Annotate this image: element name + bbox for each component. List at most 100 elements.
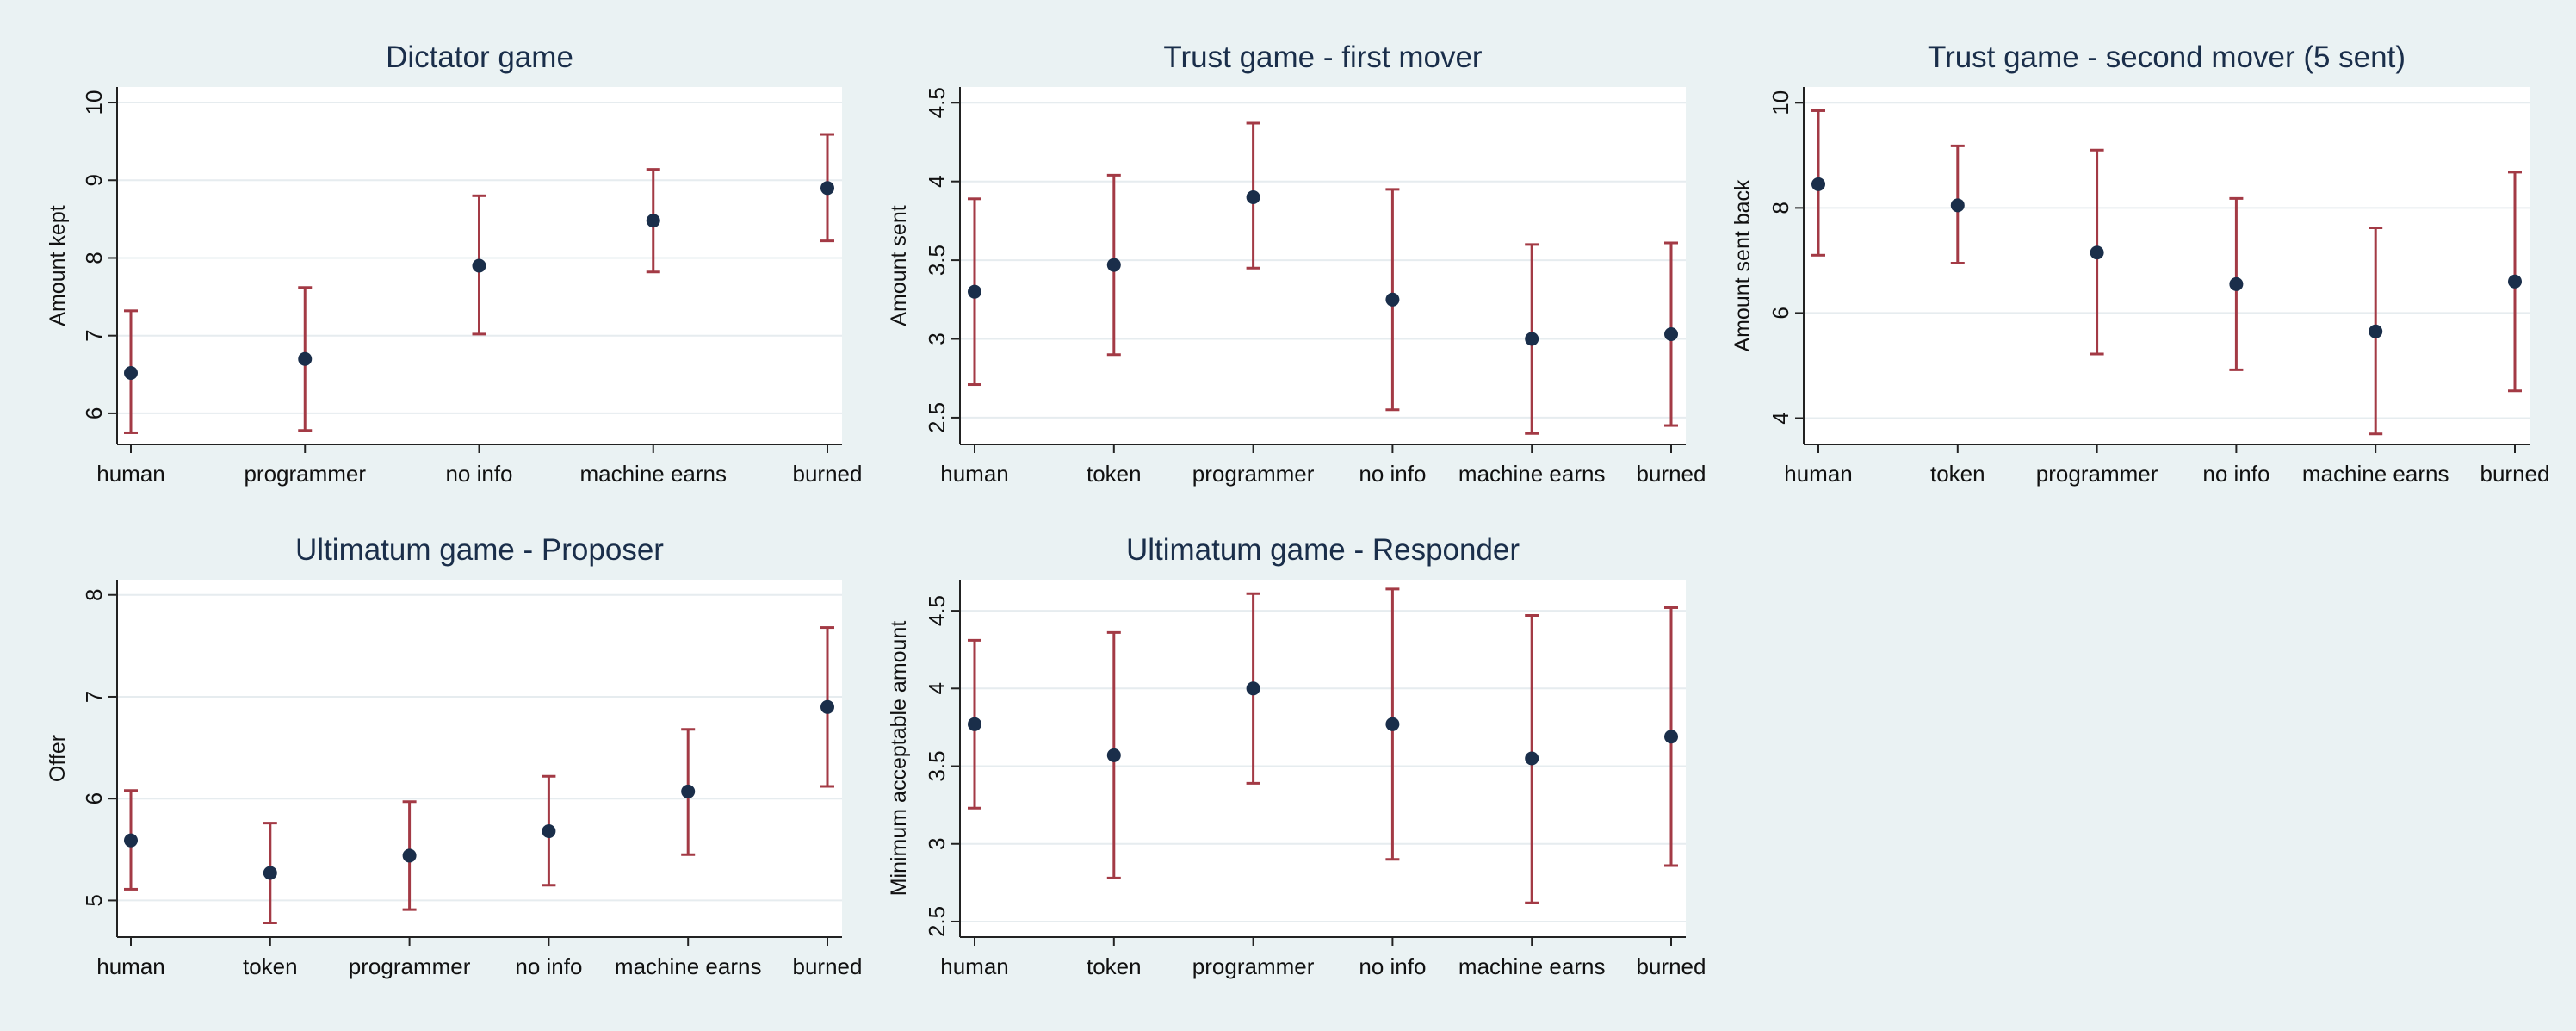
x-tick-label: programmer — [2036, 461, 2158, 487]
data-point — [542, 824, 556, 839]
y-tick-label: 3.5 — [924, 750, 950, 781]
x-tick-label: human — [940, 953, 1009, 979]
data-point — [472, 258, 486, 273]
y-tick-label: 10 — [1768, 90, 1793, 115]
data-point — [968, 717, 981, 731]
data-point — [681, 784, 696, 798]
y-axis-label: Amount sent — [887, 205, 911, 326]
plot-area — [960, 580, 1686, 937]
panel-title: Ultimatum game - Responder — [1126, 533, 1520, 567]
y-tick-label: 4 — [924, 682, 950, 694]
x-tick-label: no info — [1359, 953, 1426, 979]
chart-panel-2: 2.5 3 3.5 4 4.5 human token programmer no info ma… — [887, 40, 1706, 487]
plot-area — [960, 87, 1686, 444]
data-point — [1246, 189, 1260, 204]
data-point — [402, 848, 417, 863]
x-tick-label: machine earns — [2302, 461, 2449, 487]
x-tick-label: programmer — [244, 461, 366, 487]
chart-panel-1: 6 7 8 9 10 human programmer no info machine earn… — [46, 40, 862, 487]
y-axis-label: Amount sent back — [1731, 179, 1755, 352]
x-tick-label: burned — [1637, 953, 1706, 979]
data-point — [1664, 730, 1678, 744]
data-point — [1525, 332, 1539, 346]
data-point — [2369, 324, 2383, 338]
y-tick-label: 2.5 — [924, 906, 950, 937]
x-tick-label: token — [1087, 953, 1142, 979]
y-tick-label: 3 — [924, 838, 950, 850]
y-tick-label: 10 — [81, 90, 107, 115]
y-tick-label: 6 — [81, 407, 107, 419]
data-point — [968, 284, 981, 299]
y-tick-label: 2.5 — [924, 402, 950, 433]
x-tick-label: no info — [445, 461, 512, 487]
plot-area — [117, 580, 842, 937]
y-tick-label: 8 — [81, 252, 107, 264]
y-tick-label: 4 — [924, 175, 950, 187]
y-tick-label: 4.5 — [924, 87, 950, 118]
panel-title: Ultimatum game - Proposer — [295, 533, 664, 567]
data-point — [1525, 751, 1539, 766]
data-point — [2229, 276, 2244, 291]
x-tick-label: human — [940, 461, 1009, 487]
x-tick-label: machine earns — [615, 953, 762, 979]
data-point — [820, 699, 834, 714]
x-tick-label: programmer — [1192, 461, 1315, 487]
x-tick-label: token — [1087, 461, 1142, 487]
y-axis-label: Minimum acceptable amount — [887, 621, 911, 897]
data-point — [646, 214, 660, 228]
y-tick-label: 5 — [81, 894, 107, 906]
x-tick-label: human — [96, 461, 165, 487]
x-tick-label: programmer — [1192, 953, 1315, 979]
data-point — [1811, 177, 1825, 191]
plot-area — [1804, 87, 2530, 444]
x-tick-label: token — [243, 953, 298, 979]
x-tick-label: machine earns — [579, 461, 727, 487]
y-tick-label: 7 — [81, 329, 107, 341]
data-point — [1385, 292, 1400, 307]
y-tick-label: 4.5 — [924, 595, 950, 626]
data-point — [1246, 681, 1260, 696]
x-tick-label: no info — [515, 953, 582, 979]
x-tick-label: human — [1784, 461, 1853, 487]
y-tick-label: 3 — [924, 332, 950, 345]
data-point — [1950, 198, 1965, 213]
y-axis-label: Amount kept — [46, 205, 70, 326]
data-point — [1106, 748, 1121, 762]
x-tick-label: programmer — [349, 953, 471, 979]
x-tick-label: no info — [2202, 461, 2269, 487]
data-point — [124, 833, 138, 848]
x-tick-label: no info — [1359, 461, 1426, 487]
x-tick-label: burned — [793, 953, 863, 979]
data-point — [1106, 258, 1121, 272]
chart-panel-3: 4 6 8 10 human token programmer no info machine … — [1731, 40, 2549, 487]
data-point — [298, 351, 313, 366]
x-tick-label: token — [1930, 461, 1985, 487]
x-tick-label: burned — [1637, 461, 1706, 487]
y-axis-label: Offer — [46, 735, 70, 782]
x-tick-label: burned — [2480, 461, 2550, 487]
data-point — [820, 181, 834, 196]
x-tick-label: human — [96, 953, 165, 979]
x-tick-label: machine earns — [1458, 461, 1606, 487]
data-point — [1385, 717, 1400, 731]
y-tick-label: 6 — [1768, 307, 1793, 319]
chart-panel-4: 5 6 7 8 human token programmer no info machine e… — [46, 533, 862, 979]
y-tick-label: 3.5 — [924, 245, 950, 276]
data-point — [1664, 327, 1678, 342]
data-point — [2090, 245, 2104, 260]
x-tick-label: burned — [793, 461, 863, 487]
y-tick-label: 9 — [81, 174, 107, 186]
panel-title: Trust game - first mover — [1163, 40, 1482, 74]
y-tick-label: 4 — [1768, 412, 1793, 424]
x-tick-label: machine earns — [1458, 953, 1606, 979]
y-tick-label: 7 — [81, 691, 107, 703]
data-point — [263, 866, 277, 880]
y-tick-label: 8 — [81, 589, 107, 601]
y-tick-label: 6 — [81, 792, 107, 804]
panel-title: Dictator game — [386, 40, 573, 74]
data-point — [124, 366, 138, 380]
panel-title: Trust game - second mover (5 sent) — [1928, 40, 2406, 74]
data-point — [2508, 274, 2522, 289]
chart-panel-5: 2.5 3 3.5 4 4.5 human token programmer no info ma… — [887, 533, 1706, 979]
